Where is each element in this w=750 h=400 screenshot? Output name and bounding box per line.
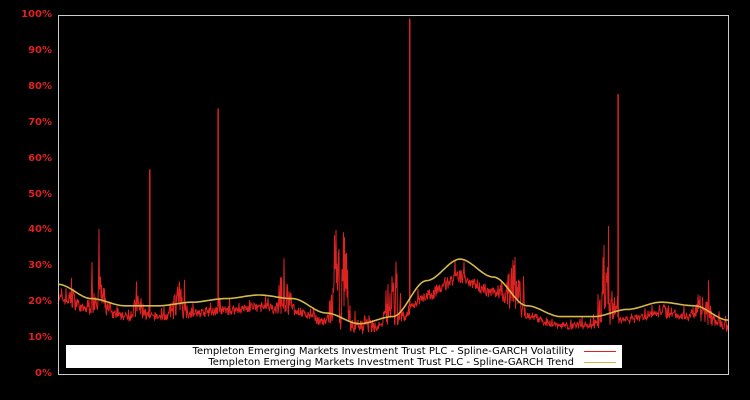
y-tick-label: 100%	[21, 9, 52, 20]
y-tick-label: 30%	[28, 260, 52, 272]
y-tick-label: 70%	[28, 116, 52, 128]
legend-swatch-volatility	[584, 351, 616, 352]
legend-swatch-trend	[584, 362, 616, 363]
legend-item-trend: Templeton Emerging Markets Investment Tr…	[208, 357, 574, 368]
trend-series	[57, 258, 729, 325]
legend: Templeton Emerging Markets Investment Tr…	[66, 345, 622, 368]
legend-item-volatility: Templeton Emerging Markets Investment Tr…	[193, 346, 574, 357]
legend-label-trend: Templeton Emerging Markets Investment Tr…	[208, 357, 574, 368]
y-tick-label: 20%	[28, 296, 52, 308]
volatility-series	[57, 18, 729, 334]
y-tick-label: 60%	[28, 152, 52, 164]
legend-label-volatility: Templeton Emerging Markets Investment Tr…	[192, 346, 574, 357]
y-tick-label: 10%	[28, 332, 52, 344]
y-tick-label: 40%	[28, 224, 52, 236]
plot-frame	[58, 15, 729, 375]
y-tick-label: 90%	[28, 44, 52, 56]
y-tick-label: 50%	[28, 188, 52, 200]
y-tick-label: 80%	[28, 80, 52, 92]
y-tick-label: 0%	[35, 368, 52, 379]
